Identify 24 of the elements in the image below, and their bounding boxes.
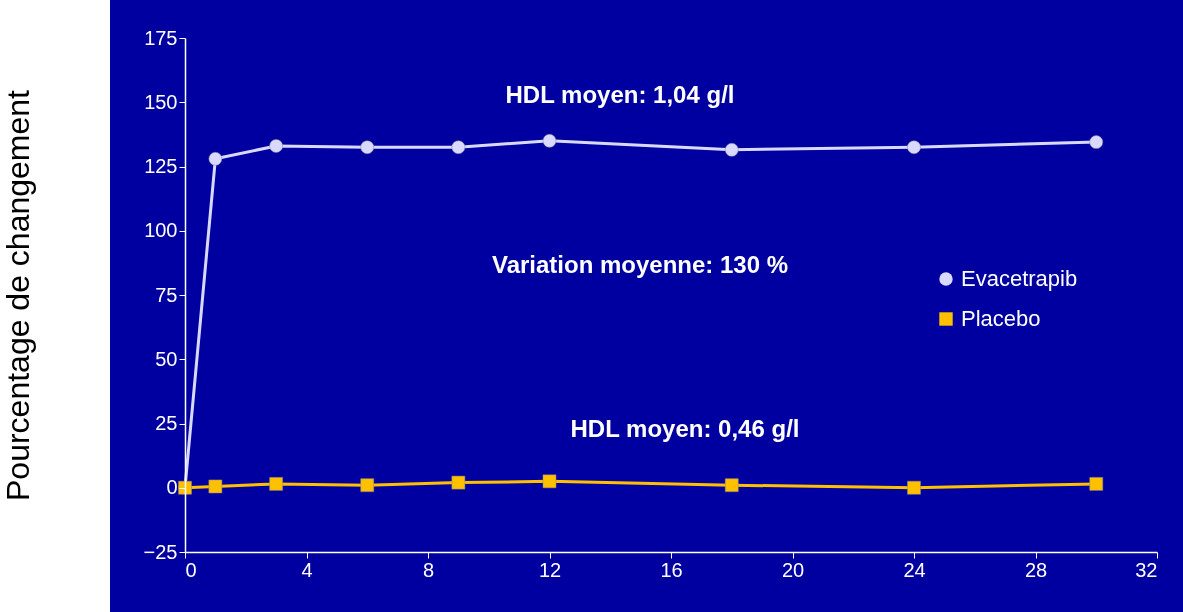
annotation: HDL moyen: 1,04 g/l bbox=[505, 81, 735, 108]
y-axis-title: Pourcentage de changement bbox=[0, 89, 36, 501]
legend-label: Evacetrapib bbox=[961, 266, 1078, 291]
x-tick-label: 0 bbox=[185, 558, 197, 581]
y-tick-label: −25 bbox=[143, 540, 178, 563]
x-tick-label: 28 bbox=[1024, 558, 1048, 581]
x-tick-label: 12 bbox=[538, 558, 562, 581]
x-tick-label: 20 bbox=[781, 558, 805, 581]
x-tick-label: 4 bbox=[301, 558, 313, 581]
y-tick-label: 25 bbox=[155, 412, 178, 434]
y-tick-label: 75 bbox=[155, 283, 178, 306]
y-tick-label: 50 bbox=[155, 347, 178, 370]
annotation: HDL moyen: 0,46 g/l bbox=[570, 415, 800, 442]
x-tick-label: 32 bbox=[1135, 558, 1158, 581]
y-tick-label: 0 bbox=[166, 476, 178, 499]
x-tick-label: 16 bbox=[660, 558, 683, 581]
y-tick-label: 125 bbox=[144, 155, 178, 177]
y-tick-label: 150 bbox=[144, 90, 178, 113]
y-tick-label: 100 bbox=[144, 219, 178, 242]
annotation: Variation moyenne: 130 % bbox=[491, 251, 789, 278]
y-tick-label: 175 bbox=[144, 26, 178, 49]
legend-label: Placebo bbox=[961, 306, 1041, 331]
x-tick-label: 24 bbox=[903, 558, 926, 581]
x-tick-label: 8 bbox=[422, 558, 435, 581]
